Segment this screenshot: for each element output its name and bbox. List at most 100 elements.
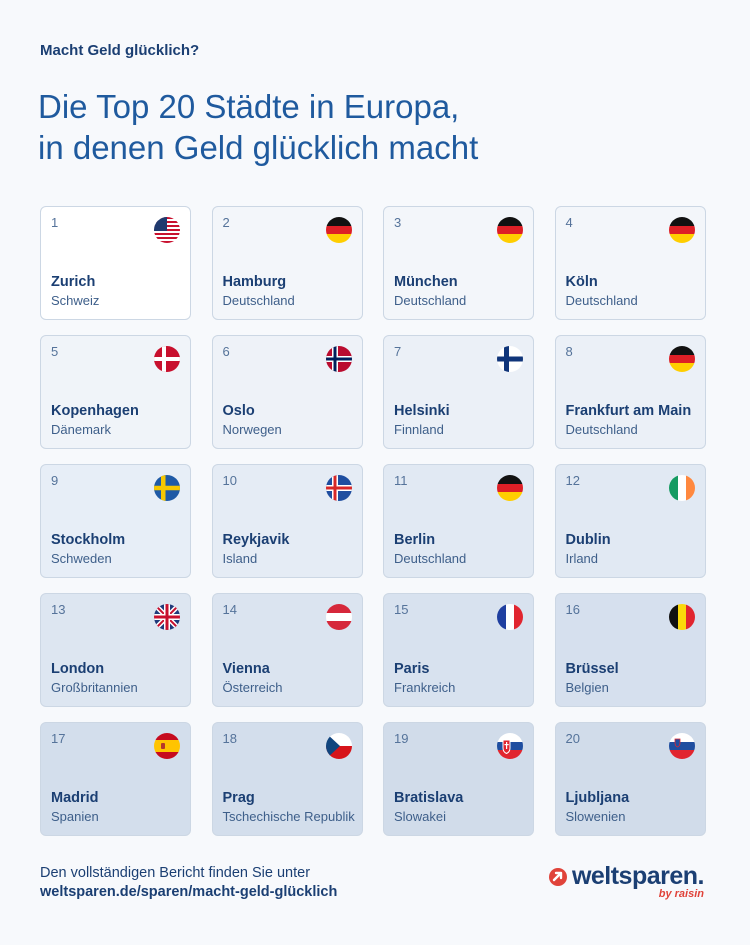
city-name: Oslo — [222, 403, 255, 419]
city-card: 11 Berlin Deutschland — [383, 464, 534, 578]
city-name: Madrid — [51, 790, 99, 806]
germany-flag-icon — [497, 217, 523, 243]
logo-name: weltsparen. — [571, 862, 705, 890]
city-name: Hamburg — [222, 274, 287, 290]
city-card: 4 Köln Deutschland — [554, 206, 706, 320]
country-name: Großbritannien — [51, 680, 138, 695]
city-card: 6 Oslo Norwegen — [211, 335, 363, 449]
city-name: Bratislava — [394, 790, 464, 806]
rank-number: 14 — [222, 602, 237, 617]
us-flag-icon — [154, 217, 180, 243]
city-card: 13 London Großbritannien — [40, 593, 191, 707]
city-name: Vienna — [222, 661, 270, 677]
city-card: 12 Dublin Irland — [554, 464, 706, 578]
rank-number: 18 — [222, 731, 237, 746]
rank-number: 12 — [565, 473, 580, 488]
city-card: 14 Vienna Österreich — [211, 593, 363, 707]
city-name: Berlin — [394, 532, 436, 548]
city-card: 8 Frankfurt am Main Deutschland — [554, 335, 706, 449]
country-name: Norwegen — [222, 422, 282, 437]
germany-flag-icon — [325, 217, 352, 243]
rank-number: 19 — [394, 731, 409, 746]
germany-flag-icon — [668, 217, 695, 243]
country-name: Spanien — [51, 809, 99, 824]
rank-number: 10 — [222, 473, 237, 488]
country-name: Dänemark — [51, 422, 111, 437]
weltsparen-logo[interactable]: weltsparen. by raisin — [548, 862, 705, 900]
city-name: Brüssel — [565, 661, 619, 677]
germany-flag-icon — [497, 475, 523, 501]
rank-number: 5 — [51, 344, 59, 359]
country-name: Schweden — [51, 551, 112, 566]
slovenia-flag-icon — [668, 733, 695, 759]
city-name: Stockholm — [51, 532, 126, 548]
city-card: 19 Bratislava Slowakei — [383, 722, 534, 836]
country-name: Schweiz — [51, 293, 100, 308]
city-name: London — [51, 661, 105, 677]
page-title: Die Top 20 Städte in Europa, in denen Ge… — [38, 86, 718, 168]
city-card: 1 Zurich Schweiz — [40, 206, 191, 320]
country-name: Deutschland — [394, 293, 467, 308]
uk-flag-icon — [154, 604, 180, 630]
footer: Den vollständigen Bericht finden Sie unt… — [40, 864, 337, 902]
rank-number: 3 — [394, 215, 402, 230]
city-name: Ljubljana — [565, 790, 630, 806]
ireland-flag-icon — [668, 475, 695, 501]
country-name: Österreich — [222, 680, 283, 695]
finland-flag-icon — [497, 346, 523, 372]
rank-number: 11 — [394, 473, 408, 488]
iceland-flag-icon — [325, 475, 352, 501]
city-card: 17 Madrid Spanien — [40, 722, 191, 836]
country-name: Deutschland — [222, 293, 295, 308]
rank-number: 15 — [394, 602, 409, 617]
country-name: Finnland — [394, 422, 444, 437]
arrow-logo-icon — [548, 867, 567, 886]
country-name: Deutschland — [565, 293, 638, 308]
kicker: Macht Geld glücklich? — [40, 42, 200, 59]
city-card: 16 Brüssel Belgien — [554, 593, 706, 707]
rank-number: 17 — [51, 731, 66, 746]
city-card: 3 München Deutschland — [383, 206, 534, 320]
norway-flag-icon — [325, 346, 352, 372]
country-name: Deutschland — [565, 422, 638, 437]
city-name: Köln — [565, 274, 598, 290]
spain-flag-icon — [154, 733, 180, 759]
country-name: Irland — [565, 551, 599, 566]
rank-number: 7 — [394, 344, 402, 359]
rank-number: 9 — [51, 473, 59, 488]
rank-number: 6 — [222, 344, 230, 359]
slovakia-flag-icon — [497, 733, 523, 759]
sweden-flag-icon — [154, 475, 180, 501]
country-name: Tschechische Republik — [222, 809, 355, 824]
city-name: Zurich — [51, 274, 96, 290]
city-card: 7 Helsinki Finnland — [383, 335, 534, 449]
city-card: 10 Reykjavik Island — [211, 464, 363, 578]
austria-flag-icon — [325, 604, 352, 630]
city-name: Paris — [394, 661, 430, 677]
city-name: Prag — [222, 790, 255, 806]
city-name: Kopenhagen — [51, 403, 139, 419]
germany-flag-icon — [668, 346, 695, 372]
rank-number: 13 — [51, 602, 66, 617]
title-line-2: in denen Geld glücklich macht — [38, 129, 479, 166]
city-card: 18 Prag Tschechische Republik — [211, 722, 363, 836]
city-grid: 1 Zurich Schweiz 2 Hamburg Deutschland 3 Münche… — [40, 206, 706, 836]
belgium-flag-icon — [668, 604, 695, 630]
country-name: Belgien — [565, 680, 609, 695]
footer-text: Den vollständigen Bericht finden Sie unt… — [40, 865, 311, 881]
city-card: 20 Ljubljana Slowenien — [554, 722, 706, 836]
rank-number: 1 — [51, 215, 59, 230]
czech-flag-icon — [325, 733, 352, 759]
city-card: 9 Stockholm Schweden — [40, 464, 191, 578]
title-line-1: Die Top 20 Städte in Europa, — [38, 88, 460, 125]
rank-number: 8 — [565, 344, 573, 359]
france-flag-icon — [497, 604, 523, 630]
country-name: Slowenien — [565, 809, 626, 824]
report-link[interactable]: weltsparen.de/sparen/macht-geld-glücklic… — [40, 884, 338, 900]
logo-tagline: by raisin — [658, 888, 704, 900]
city-card: 5 Kopenhagen Dänemark — [40, 335, 191, 449]
rank-number: 20 — [565, 731, 580, 746]
city-name: Helsinki — [394, 403, 450, 419]
denmark-flag-icon — [154, 346, 180, 372]
city-name: München — [394, 274, 458, 290]
